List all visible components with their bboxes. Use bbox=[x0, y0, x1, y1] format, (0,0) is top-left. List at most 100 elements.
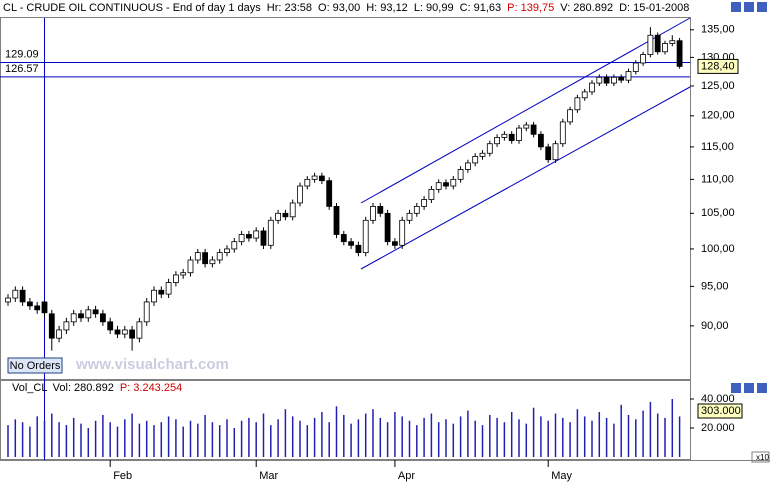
candle-body bbox=[508, 133, 515, 141]
header-field: Hr: 23:58 bbox=[267, 2, 312, 14]
y-tick-label: 115,00 bbox=[701, 141, 734, 153]
candle-body bbox=[662, 43, 668, 53]
candle-body bbox=[669, 40, 676, 44]
candle-body bbox=[56, 329, 62, 339]
channel-lower bbox=[360, 86, 691, 270]
candle-body bbox=[100, 313, 106, 323]
last-volume-box bbox=[697, 403, 743, 419]
candle-body bbox=[450, 178, 457, 187]
candle-body bbox=[494, 137, 501, 145]
header-field: Vol_CL bbox=[12, 382, 47, 394]
candle-body bbox=[399, 219, 406, 246]
y-tick-label: 125,00 bbox=[701, 80, 735, 92]
candle-body bbox=[523, 124, 530, 129]
candle-body bbox=[253, 230, 260, 239]
candle-body bbox=[654, 34, 661, 53]
candle-body bbox=[530, 124, 537, 135]
candle-body bbox=[326, 180, 333, 207]
x-tick-label: Feb bbox=[113, 470, 132, 482]
candle-body bbox=[340, 234, 347, 243]
last-price-box bbox=[697, 58, 739, 74]
candle-body bbox=[194, 252, 201, 261]
window-buttons[interactable] bbox=[731, 2, 767, 393]
candle-body bbox=[304, 178, 311, 187]
y-tick-label: 95,00 bbox=[701, 280, 729, 292]
candle-body bbox=[545, 146, 552, 161]
last-volume-label: 303.000 bbox=[701, 405, 741, 417]
header-field: Vol: 280.892 bbox=[53, 382, 114, 394]
orders-label[interactable]: No Orders bbox=[10, 360, 61, 372]
candle-body bbox=[209, 259, 216, 265]
volume-y-tick-label: 40.000 bbox=[701, 393, 735, 405]
candle-body bbox=[136, 321, 143, 339]
candle-body bbox=[574, 97, 581, 111]
candle-body bbox=[187, 259, 194, 274]
header-field: CL - CRUDE OIL CONTINUOUS - End of day 1… bbox=[3, 2, 261, 14]
level-label: 126.57 bbox=[5, 63, 39, 75]
close-button[interactable] bbox=[757, 2, 767, 12]
candle-body bbox=[355, 244, 362, 254]
maximize-button[interactable] bbox=[744, 2, 754, 12]
volume-frame bbox=[0, 380, 691, 460]
candle-body bbox=[377, 205, 384, 214]
candle-body bbox=[297, 185, 303, 204]
candle-body bbox=[172, 274, 179, 283]
candle-body bbox=[486, 143, 493, 154]
candle-body bbox=[282, 212, 289, 218]
chart-header: CL - CRUDE OIL CONTINUOUS - End of day 1… bbox=[3, 2, 689, 14]
minimize-button[interactable] bbox=[731, 2, 741, 12]
y-tick-label: 105,00 bbox=[701, 207, 735, 219]
header-field: C: 91,63 bbox=[460, 2, 502, 14]
candle-body bbox=[501, 133, 508, 138]
y-tick-label: 100,00 bbox=[701, 243, 735, 255]
candle-body bbox=[348, 241, 355, 246]
y-tick-label: 90,00 bbox=[701, 320, 729, 332]
candle-body bbox=[289, 202, 296, 218]
vol-maximize-button[interactable] bbox=[744, 383, 754, 393]
candle-body bbox=[457, 169, 464, 180]
x-tick-label: Apr bbox=[398, 470, 415, 482]
candle-body bbox=[676, 40, 683, 67]
candle-body bbox=[567, 109, 573, 123]
candle-body bbox=[640, 54, 646, 64]
candle-body bbox=[202, 252, 209, 265]
candle-body bbox=[121, 329, 128, 335]
header-field: L: 90,99 bbox=[414, 2, 454, 14]
header-field: H: 93,12 bbox=[366, 2, 408, 14]
candle-body bbox=[143, 301, 150, 323]
candle-body bbox=[165, 282, 172, 295]
y-tick-label: 110,00 bbox=[701, 173, 734, 185]
candle-body bbox=[443, 182, 449, 187]
scale-note: x10 bbox=[756, 453, 769, 462]
y-tick-label: 120,00 bbox=[701, 110, 735, 122]
candle-body bbox=[41, 301, 48, 314]
candle-body bbox=[12, 289, 19, 299]
candle-body bbox=[559, 121, 566, 145]
candle-body bbox=[245, 234, 252, 239]
candle-body bbox=[413, 205, 420, 214]
candle-body bbox=[406, 212, 413, 221]
candle-body bbox=[391, 241, 398, 246]
vol-minimize-button[interactable] bbox=[731, 383, 741, 393]
candle-body bbox=[78, 313, 84, 319]
candle-body bbox=[581, 91, 588, 99]
candle-body bbox=[129, 329, 136, 339]
vol-close-button[interactable] bbox=[757, 383, 767, 393]
candle-body bbox=[428, 188, 435, 200]
candle-body bbox=[107, 321, 114, 331]
candle-body bbox=[647, 34, 654, 55]
candle-body bbox=[5, 297, 11, 303]
candle-body bbox=[464, 162, 471, 170]
candle-body bbox=[216, 252, 223, 261]
candle-body bbox=[48, 313, 55, 339]
header-field: P: 3.243.254 bbox=[120, 382, 182, 394]
candle-body bbox=[516, 127, 522, 141]
candle-body bbox=[275, 212, 282, 221]
candle-body bbox=[479, 152, 486, 157]
candle-body bbox=[632, 62, 639, 72]
candle-body bbox=[260, 230, 267, 246]
candle-body bbox=[85, 309, 92, 319]
orders-box[interactable] bbox=[7, 357, 63, 374]
candle-body bbox=[421, 199, 428, 207]
